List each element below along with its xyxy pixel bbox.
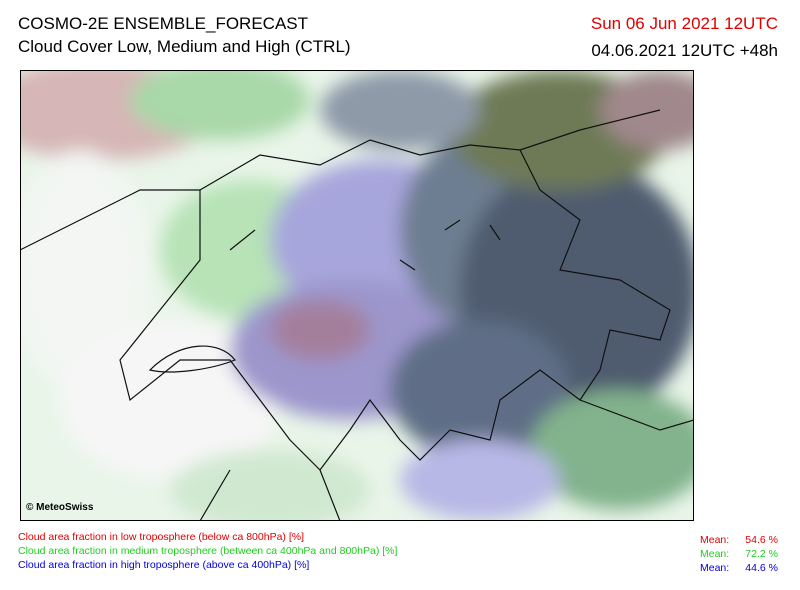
- legend-label: Cloud area fraction in high troposphere …: [18, 559, 310, 571]
- subtitle: Cloud Cover Low, Medium and High (CTRL): [18, 37, 351, 56]
- mean-value: 54.6 %: [745, 534, 778, 546]
- title: COSMO-2E ENSEMBLE_FORECAST: [18, 14, 309, 33]
- legend-label: Cloud area fraction in low troposphere (…: [18, 531, 304, 543]
- mean-value: 72.2 %: [745, 548, 778, 560]
- valid-time: Sun 06 Jun 2021 12UTC: [590, 14, 778, 33]
- mean-label: Mean:: [700, 562, 730, 574]
- mean-value: 44.6 %: [745, 562, 778, 574]
- map: © MeteoSwiss: [20, 70, 694, 521]
- copyright: © MeteoSwiss: [26, 502, 94, 513]
- mean-label: Mean:: [700, 548, 730, 560]
- legend-label: Cloud area fraction in medium tropospher…: [18, 545, 398, 557]
- run-info: 04.06.2021 12UTC +48h: [591, 41, 778, 60]
- mean-label: Mean:: [700, 534, 730, 546]
